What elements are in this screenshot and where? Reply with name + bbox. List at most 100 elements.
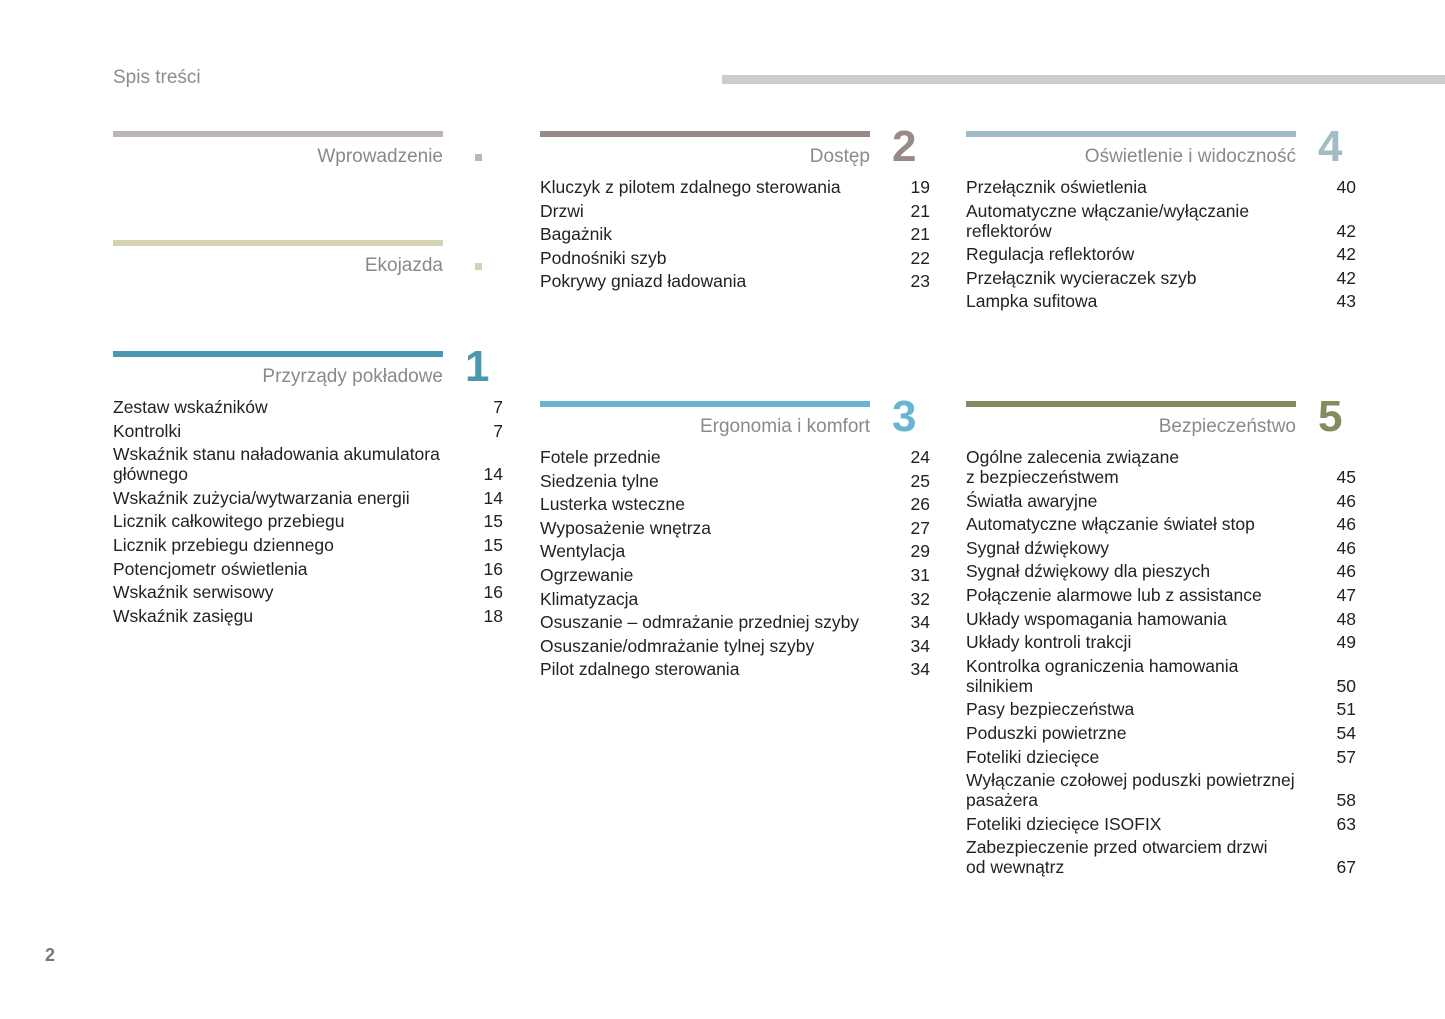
toc-list: Fotele przednie 24 Siedzenia tylne 25 Luster… — [540, 447, 930, 679]
section-bar — [540, 401, 870, 407]
toc-entry-title: Potencjometr oświetlenia — [113, 558, 308, 579]
section-title[interactable]: Wprowadzenie — [317, 146, 443, 167]
toc-entry-page: 34 — [910, 659, 930, 680]
toc-entry-title: Wskaźnik serwisowy — [113, 582, 274, 603]
section-intro: Wprowadzenie — [113, 131, 503, 169]
toc-entry[interactable]: Kontrolka ograniczenia hamowania silniki… — [966, 656, 1356, 696]
toc-entry-title: Osuszanie – odmrażanie przedniej szyby — [540, 612, 860, 633]
toc-entry-title: Układy kontroli trakcji — [966, 632, 1132, 653]
toc-entry-page: 26 — [910, 494, 930, 515]
section-bar — [113, 351, 443, 357]
toc-entry[interactable]: Wskaźnik serwisowy 16 — [113, 582, 503, 602]
toc-entry-title: Ogrzewanie — [540, 564, 634, 585]
toc-entry[interactable]: Ogrzewanie 31 — [540, 565, 930, 585]
section-title[interactable]: Oświetlenie i widoczność — [1084, 146, 1296, 167]
toc-entry[interactable]: Wyłączanie czołowej poduszki powietrznej… — [966, 770, 1356, 810]
toc-entry[interactable]: Pasy bezpieczeństwa 51 — [966, 699, 1356, 719]
section-s3: Ergonomia i komfort 3 Fotele przednie 24 Sie… — [540, 393, 930, 683]
toc-entry-page: 21 — [910, 224, 930, 245]
toc-entry[interactable]: Przełącznik oświetlenia 40 — [966, 177, 1356, 197]
toc-entry[interactable]: Lusterka wsteczne 26 — [540, 494, 930, 514]
toc-entry[interactable]: Sygnał dźwiękowy 46 — [966, 538, 1356, 558]
toc-entry[interactable]: Zabezpieczenie przed otwarciem drzwi od … — [966, 837, 1356, 877]
header-bar — [722, 75, 1445, 84]
toc-entry[interactable]: Regulacja reflektorów 42 — [966, 244, 1356, 264]
toc-entry[interactable]: Automatyczne włączanie świateł stop 46 — [966, 514, 1356, 534]
toc-entry[interactable]: Wskaźnik zużycia/wytwarzania energii 14 — [113, 488, 503, 508]
toc-entry-title: Wyposażenie wnętrza — [540, 517, 712, 538]
toc-entry-page: 34 — [910, 612, 930, 633]
toc-entry[interactable]: Układy wspomagania hamowania 48 — [966, 609, 1356, 629]
page-number: 2 — [45, 945, 56, 965]
toc-entry-page: 57 — [1336, 746, 1356, 767]
toc-entry-page: 31 — [910, 564, 930, 585]
toc-entry-title: Siedzenia tylne — [540, 470, 659, 491]
toc-entry-page: 40 — [1336, 177, 1356, 197]
toc-entry[interactable]: Kontrolki 7 — [113, 421, 503, 441]
toc-entry[interactable]: Potencjometr oświetlenia 16 — [113, 559, 503, 579]
toc-entry[interactable]: Osuszanie/odmrażanie tylnej szyby 34 — [540, 636, 930, 656]
toc-entry[interactable]: Automatyczne włączanie/wyłączanie reflek… — [966, 201, 1356, 241]
section-title[interactable]: Przyrządy pokładowe — [262, 366, 443, 387]
section-bar — [966, 131, 1296, 137]
toc-entry-title: Pasy bezpieczeństwa — [966, 699, 1135, 720]
toc-entry-page: 46 — [1336, 514, 1356, 535]
section-s5: Bezpieczeństwo 5 Ogólne zalecenia związane… — [966, 393, 1356, 881]
toc-entry-page: 46 — [1336, 561, 1356, 582]
toc-entry[interactable]: Połączenie alarmowe lub z assistance 47 — [966, 585, 1356, 605]
toc-entry[interactable]: Fotele przednie 24 — [540, 447, 930, 467]
toc-entry[interactable]: Klimatyzacja 32 — [540, 589, 930, 609]
toc-entry[interactable]: Lampka sufitowa 43 — [966, 291, 1356, 311]
toc-entry-title: Licznik przebiegu dziennego — [113, 534, 334, 555]
toc-entry[interactable]: Wskaźnik zasięgu 18 — [113, 606, 503, 626]
toc-entry[interactable]: Podnośniki szyb 22 — [540, 248, 930, 268]
toc-entry-page: 42 — [1336, 220, 1356, 241]
toc-entry-title: Licznik całkowitego przebiegu — [113, 511, 345, 532]
toc-entry[interactable]: Wskaźnik stanu naładowania akumulatora g… — [113, 444, 503, 484]
toc-entry[interactable]: Foteliki dziecięce 57 — [966, 747, 1356, 767]
toc-entry[interactable]: Siedzenia tylne 25 — [540, 471, 930, 491]
toc-entry[interactable]: Bagażnik 21 — [540, 224, 930, 244]
toc-entry[interactable]: Pokrywy gniazd ładowania 23 — [540, 271, 930, 291]
toc-entry-title: Klimatyzacja — [540, 588, 639, 609]
toc-entry[interactable]: Osuszanie – odmrażanie przedniej szyby 34 — [540, 612, 930, 632]
toc-entry[interactable]: Układy kontroli trakcji 49 — [966, 632, 1356, 652]
toc-entry-title: Wskaźnik zużycia/wytwarzania energii — [113, 487, 410, 508]
toc-entry-page: 47 — [1336, 584, 1356, 605]
section-title[interactable]: Bezpieczeństwo — [1158, 416, 1296, 437]
toc-entry[interactable]: Światła awaryjne 46 — [966, 491, 1356, 511]
toc-entry-page: 19 — [910, 177, 930, 197]
section-title[interactable]: Ekojazda — [364, 255, 443, 276]
toc-entry-page: 27 — [910, 517, 930, 538]
toc-entry[interactable]: Wyposażenie wnętrza 27 — [540, 518, 930, 538]
toc-entry-title: Wyłączanie czołowej poduszki powietrznej… — [966, 770, 1295, 811]
toc-entry[interactable]: Foteliki dziecięce ISOFIX 63 — [966, 814, 1356, 834]
toc-entry-page: 49 — [1336, 632, 1356, 653]
toc-entry-page: 34 — [910, 635, 930, 656]
toc-entry-title: Przełącznik oświetlenia — [966, 177, 1147, 197]
toc-entry[interactable]: Licznik przebiegu dziennego 15 — [113, 535, 503, 555]
toc-entry-page: 7 — [493, 397, 503, 417]
toc-entry[interactable]: Drzwi 21 — [540, 201, 930, 221]
toc-entry-page: 54 — [1336, 722, 1356, 743]
toc-entry[interactable]: Poduszki powietrzne 54 — [966, 723, 1356, 743]
section-title[interactable]: Ergonomia i komfort — [699, 416, 870, 437]
toc-entry-page: 63 — [1336, 813, 1356, 834]
toc-entry[interactable]: Pilot zdalnego sterowania 34 — [540, 659, 930, 679]
toc-entry[interactable]: Przełącznik wycieraczek szyb 42 — [966, 268, 1356, 288]
section-title[interactable]: Dostęp — [809, 146, 870, 167]
toc-entry-title: Fotele przednie — [540, 447, 661, 467]
toc-entry-title: Wskaźnik zasięgu — [113, 605, 254, 626]
toc-entry[interactable]: Licznik całkowitego przebiegu 15 — [113, 511, 503, 531]
toc-entry-title: Zabezpieczenie przed otwarciem drzwi od … — [966, 837, 1268, 878]
toc-entry-title: Lusterka wsteczne — [540, 494, 685, 515]
toc-entry-page: 42 — [1336, 267, 1356, 288]
toc-entry[interactable]: Ogólne zalecenia związane z bezpieczeńst… — [966, 447, 1356, 487]
toc-entry[interactable]: Wentylacja 29 — [540, 541, 930, 561]
toc-entry[interactable]: Sygnał dźwiękowy dla pieszych 46 — [966, 561, 1356, 581]
section-number: 5 — [1318, 392, 1343, 441]
toc-entry[interactable]: Kluczyk z pilotem zdalnego sterowania 19 — [540, 177, 930, 197]
toc-entry-title: Pilot zdalnego sterowania — [540, 659, 740, 680]
toc-entry-page: 15 — [483, 534, 503, 555]
toc-entry[interactable]: Zestaw wskaźników 7 — [113, 397, 503, 417]
